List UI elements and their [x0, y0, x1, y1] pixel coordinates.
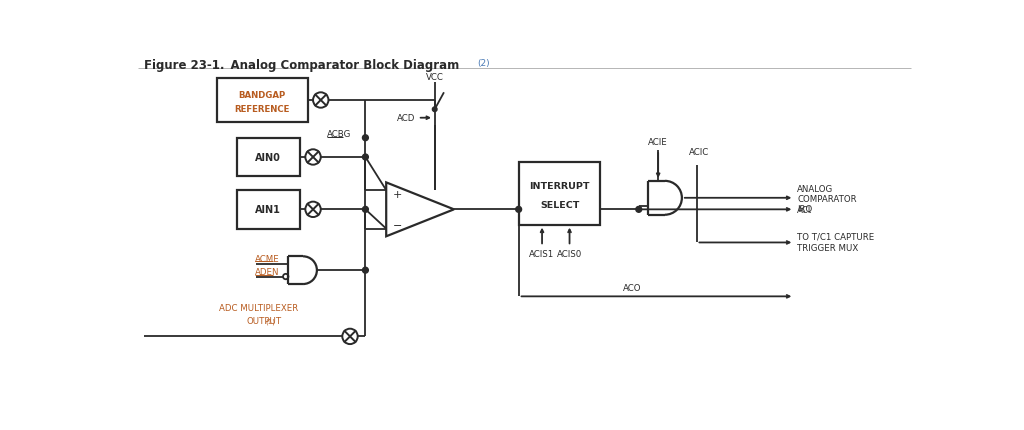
Circle shape [362, 267, 369, 273]
Text: ACIS1: ACIS1 [529, 250, 555, 259]
Text: BANDGAP: BANDGAP [239, 91, 286, 100]
Text: Analog Comparator Block Diagram: Analog Comparator Block Diagram [214, 58, 459, 71]
Text: REFERENCE: REFERENCE [234, 105, 290, 114]
Text: AIN0: AIN0 [255, 153, 282, 163]
Text: OUTPUT: OUTPUT [246, 317, 282, 326]
Text: AIN1: AIN1 [255, 205, 282, 215]
Circle shape [432, 108, 437, 112]
Bar [237, 190, 300, 229]
Text: TRIGGER MUX: TRIGGER MUX [798, 244, 859, 253]
Circle shape [636, 207, 642, 213]
Text: INTERRUPT: INTERRUPT [529, 181, 590, 190]
Text: VCC: VCC [426, 73, 443, 82]
Circle shape [362, 207, 369, 213]
Text: SELECT: SELECT [540, 200, 580, 209]
Text: (2): (2) [477, 58, 489, 68]
Text: COMPARATOR: COMPARATOR [798, 195, 857, 203]
Bar [237, 138, 300, 177]
Text: ADC MULTIPLEXER: ADC MULTIPLEXER [219, 303, 298, 312]
Text: ACIC: ACIC [689, 148, 709, 157]
Bar [519, 162, 600, 225]
Text: ACO: ACO [624, 283, 642, 292]
Text: ACI: ACI [798, 206, 812, 214]
Text: IRQ: IRQ [798, 204, 813, 213]
Text: ACIE: ACIE [648, 138, 668, 147]
Text: ACME: ACME [255, 255, 280, 264]
Circle shape [516, 207, 521, 213]
Bar [217, 79, 307, 123]
Text: −: − [393, 220, 402, 230]
Text: ACIS0: ACIS0 [557, 250, 583, 259]
Text: TO T/C1 CAPTURE: TO T/C1 CAPTURE [798, 231, 874, 240]
Text: ADEN: ADEN [255, 268, 280, 277]
Circle shape [362, 155, 369, 160]
Text: +: + [393, 190, 402, 200]
Text: Figure 23-1.: Figure 23-1. [144, 58, 225, 71]
Text: (1): (1) [265, 318, 274, 325]
Text: ACD: ACD [397, 114, 416, 123]
Text: ANALOG: ANALOG [798, 185, 834, 194]
Circle shape [362, 135, 369, 141]
Text: ACBG: ACBG [327, 129, 351, 138]
